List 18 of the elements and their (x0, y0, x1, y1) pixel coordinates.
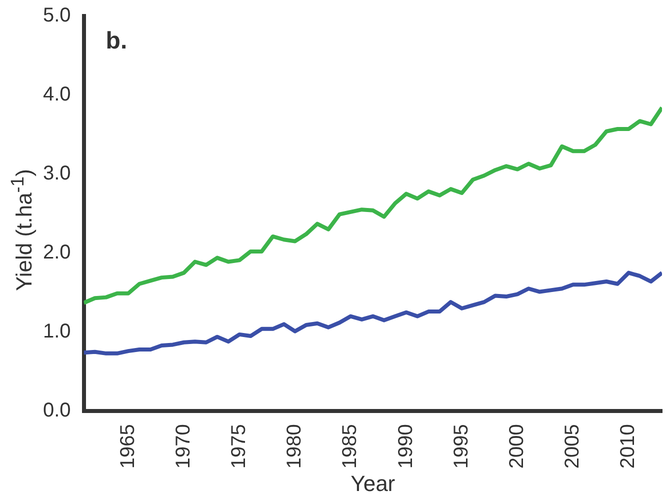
y-tick-label: 0.0 (42, 400, 71, 422)
x-tick-label: 1990 (394, 424, 417, 469)
y-tick-label: 1.0 (42, 320, 71, 343)
y-tick-label: 2.0 (42, 242, 71, 264)
y-tick-label: 5.0 (42, 4, 71, 27)
y-tick-label: 3.0 (42, 162, 71, 185)
x-tick-label: 1970 (172, 424, 194, 469)
x-tick-label: 1995 (450, 424, 472, 469)
x-tick-label: 1965 (116, 424, 139, 469)
x-tick-label: 2005 (562, 424, 584, 469)
annotation: b. (106, 28, 128, 55)
x-tick-label: 2000 (506, 424, 528, 469)
x-tick-label: 1985 (339, 424, 362, 469)
x-tick-label: 1975 (228, 424, 250, 469)
x-axis-title: Year (350, 470, 396, 496)
x-tick-label: 1980 (284, 424, 306, 469)
y-tick-label: 4.0 (42, 84, 71, 106)
x-tick-label: 2010 (617, 424, 640, 469)
